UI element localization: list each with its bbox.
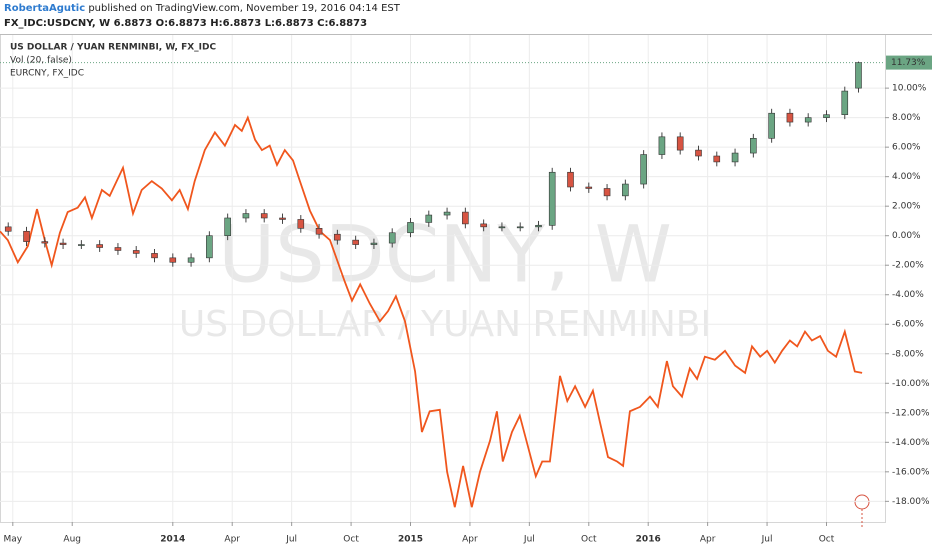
y-tick-label: -6.00%	[892, 320, 924, 330]
line-series	[0, 115, 863, 508]
candle-body	[750, 138, 757, 154]
candle-body	[535, 225, 542, 228]
last-value-tag	[886, 55, 932, 70]
y-tick-label: 2.00%	[892, 202, 921, 212]
candle-body	[823, 114, 830, 118]
candle-body	[695, 149, 702, 157]
y-tick-label: 4.00%	[892, 172, 921, 182]
y-tick-label: -10.00%	[892, 379, 930, 389]
x-tick-label: 2015	[398, 535, 423, 545]
y-tick-label: 6.00%	[892, 143, 921, 153]
candle-body	[151, 253, 158, 259]
y-tick-label: -16.00%	[892, 467, 930, 477]
candle-body	[132, 250, 140, 254]
x-tick-label: Apr	[224, 535, 240, 545]
candle-body	[462, 211, 469, 225]
legend-entry: Vol (20, false)	[10, 56, 72, 66]
candle-body	[187, 257, 195, 263]
x-tick-label: May	[3, 535, 22, 545]
candle-body	[78, 244, 85, 246]
x-tick-label: Oct	[819, 535, 835, 545]
candle-body	[224, 217, 231, 237]
candle-body	[548, 171, 556, 226]
candle-body	[713, 155, 721, 163]
x-tick-label: Apr	[700, 535, 716, 545]
x-tick-label: 2016	[636, 535, 661, 545]
x-tick-label: Oct	[581, 535, 597, 545]
candle-body	[768, 112, 775, 139]
candle-body	[516, 226, 524, 229]
candle-body	[334, 233, 341, 241]
candle-body	[352, 239, 359, 245]
x-tick-label: Aug	[63, 535, 81, 545]
candle-body	[676, 136, 684, 151]
candle-body	[315, 228, 323, 235]
y-tick-label: -18.00%	[892, 497, 930, 507]
x-tick-label: Apr	[462, 535, 478, 545]
candle-body	[41, 241, 49, 244]
candle-body	[480, 223, 487, 228]
candle-body	[206, 235, 213, 259]
event-icon[interactable]	[854, 494, 870, 510]
watermark: USDCNY, W	[218, 210, 672, 300]
header: RobertaAgutic published on TradingView.c…	[0, 0, 932, 34]
symbol-line: FX_IDC:USDCNY, W 6.8873 O:6.8873 H:6.887…	[4, 18, 368, 29]
candle-body	[114, 247, 122, 251]
x-tick-label: Oct	[343, 535, 359, 545]
candle-body	[731, 152, 739, 163]
candle-body	[567, 171, 574, 188]
candle-body	[59, 242, 67, 245]
x-tick-label: Jul	[523, 535, 535, 545]
legend-entry: EURCNY, FX_IDC	[10, 69, 84, 79]
y-tick-label: -8.00%	[892, 349, 924, 359]
candle-body	[279, 217, 286, 220]
candle-body	[603, 188, 611, 197]
y-tick-label: -14.00%	[892, 438, 930, 448]
candle-body	[841, 90, 849, 115]
candle-body	[169, 257, 177, 263]
author[interactable]: RobertaAgutic	[4, 3, 86, 14]
y-tick-label: 0.00%	[892, 231, 921, 241]
candle-body	[804, 117, 812, 123]
candle-body	[260, 213, 268, 219]
x-tick-label: Jul	[761, 535, 773, 545]
candle-body	[622, 183, 629, 197]
candle-body	[297, 219, 305, 229]
candle-body	[370, 242, 378, 245]
candle-body	[786, 112, 794, 123]
candle-body	[498, 226, 506, 229]
y-tick-label: -2.00%	[892, 261, 924, 271]
legend-entry: US DOLLAR / YUAN RENMINBI, W, FX_IDC	[10, 43, 217, 53]
candle-body	[242, 213, 250, 219]
candle-body	[4, 226, 12, 232]
candle-body	[443, 211, 451, 216]
candle-body	[855, 62, 862, 89]
candle-body	[407, 222, 414, 234]
y-tick-label: -4.00%	[892, 290, 924, 300]
candle-body	[96, 244, 103, 248]
last-value-label: 11.73%	[891, 58, 926, 68]
x-tick-label: Jul	[285, 535, 297, 545]
y-tick-label: -12.00%	[892, 408, 930, 418]
y-tick-label: 8.00%	[892, 113, 921, 123]
candle-body	[425, 214, 433, 223]
x-tick-label: 2014	[160, 535, 185, 545]
y-tick-label: 10.00%	[892, 84, 927, 94]
candle-body	[23, 230, 30, 242]
candle-body	[388, 232, 396, 244]
candle-body	[658, 136, 666, 155]
candle-body	[585, 186, 593, 189]
candle-body	[640, 154, 647, 185]
published: published on TradingView.com, November 1…	[88, 3, 400, 14]
